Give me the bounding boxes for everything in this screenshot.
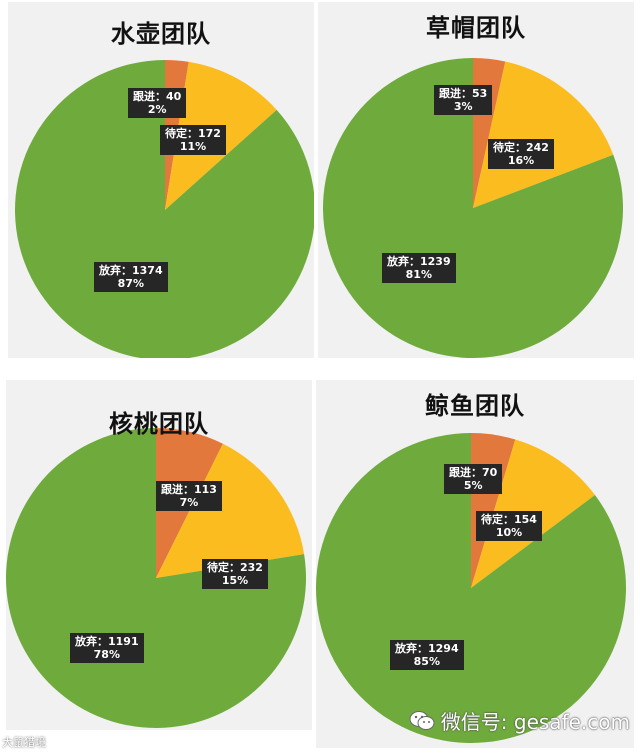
label-value: 放弃：1294 xyxy=(395,642,459,655)
wechat-icon xyxy=(409,710,435,732)
label-percent: 15% xyxy=(221,574,249,587)
label-value: 待定：172 xyxy=(165,127,221,140)
data-label-genjin: 跟进：53 3% xyxy=(434,85,493,115)
label-value: 待定：232 xyxy=(207,561,263,574)
label-percent: 11% xyxy=(179,140,207,153)
chart-panel-caomao: 草帽团队 跟进：53 3% 待定：242 16% 放弃：1239 81% xyxy=(318,2,634,358)
data-label-genjin: 跟进：113 7% xyxy=(156,481,222,511)
label-percent: 10% xyxy=(495,526,523,539)
label-percent: 78% xyxy=(93,648,120,661)
data-label-fangqi: 放弃：1294 85% xyxy=(390,640,464,670)
data-label-genjin: 跟进：70 5% xyxy=(444,464,503,494)
label-value: 放弃：1191 xyxy=(75,635,139,648)
source-credit: 大鼠猎境 xyxy=(2,736,46,749)
data-label-daiding: 待定：154 10% xyxy=(476,511,542,541)
label-value: 跟进：40 xyxy=(133,90,182,103)
pie-chart-caomao xyxy=(323,58,623,358)
chart-panel-jingyu: 鲸鱼团队 跟进：70 5% 待定：154 10% 放弃：1294 85% xyxy=(316,380,634,748)
label-value: 放弃：1374 xyxy=(99,264,163,277)
data-label-fangqi: 放弃：1191 78% xyxy=(70,633,144,663)
label-value: 跟进：113 xyxy=(161,483,217,496)
pie-slice-daiding xyxy=(473,61,614,208)
chart-panel-shuihu: 水壶团队 跟进：40 2% 待定：172 11% 放弃：1374 87% xyxy=(8,2,314,358)
label-percent: 81% xyxy=(405,268,432,281)
wechat-watermark: 微信号: gesafe.com xyxy=(409,706,630,735)
label-percent: 5% xyxy=(463,479,483,492)
data-label-fangqi: 放弃：1239 81% xyxy=(382,253,456,283)
label-percent: 7% xyxy=(179,496,199,509)
pie-chart-shuihu xyxy=(15,60,314,358)
chart-title: 水壶团队 xyxy=(111,20,211,48)
label-value: 跟进：53 xyxy=(439,87,488,100)
pie-chart-jingyu xyxy=(316,433,626,743)
data-label-daiding: 待定：232 15% xyxy=(202,559,268,589)
data-label-fangqi: 放弃：1374 87% xyxy=(94,262,168,292)
label-percent: 3% xyxy=(453,100,473,113)
chart-panel-hetao: 核桃团队 跟进：113 7% 待定：232 15% 放弃：1191 78% xyxy=(6,380,312,730)
data-label-daiding: 待定：242 16% xyxy=(488,139,554,169)
label-percent: 85% xyxy=(413,655,440,668)
label-value: 待定：154 xyxy=(481,513,537,526)
label-value: 待定：242 xyxy=(493,141,549,154)
label-value: 放弃：1239 xyxy=(387,255,451,268)
label-percent: 87% xyxy=(117,277,144,290)
data-label-daiding: 待定：172 11% xyxy=(160,125,226,155)
watermark-text: 微信号: gesafe.com xyxy=(440,710,630,734)
chart-title: 鲸鱼团队 xyxy=(425,392,525,420)
label-percent: 2% xyxy=(147,103,167,116)
data-label-genjin: 跟进：40 2% xyxy=(128,88,187,118)
label-value: 跟进：70 xyxy=(449,466,498,479)
chart-title: 核桃团队 xyxy=(109,410,209,438)
pie-slice-daiding xyxy=(156,443,305,578)
pie-slice-fangqi xyxy=(15,60,314,358)
chart-title: 草帽团队 xyxy=(426,14,526,42)
label-percent: 16% xyxy=(507,154,535,167)
